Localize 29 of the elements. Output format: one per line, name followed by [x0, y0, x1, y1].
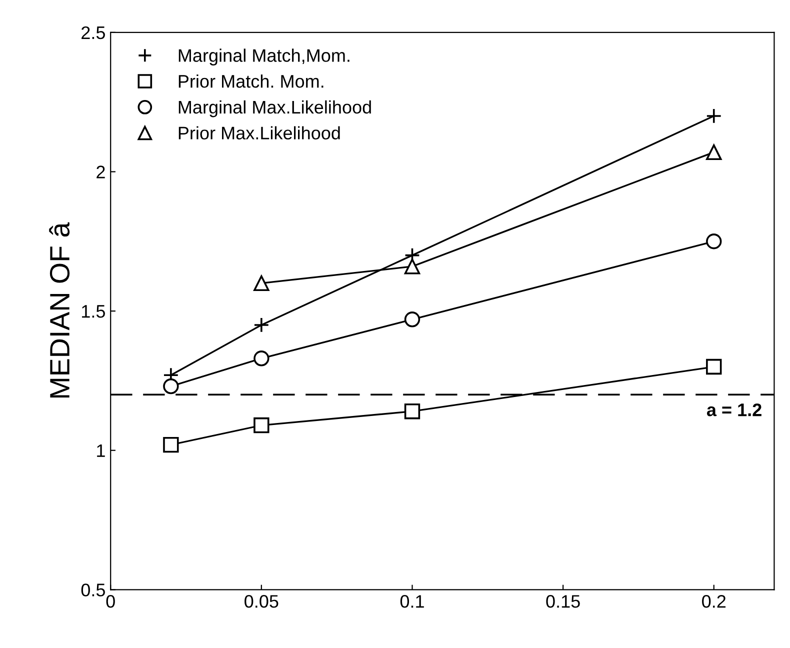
point: [404, 312, 420, 328]
x-tick-label: 0.2: [702, 595, 726, 608]
legend-label: Marginal Match,Mom.: [178, 48, 350, 66]
x-tick-label: 0.05: [244, 595, 278, 608]
point: [706, 108, 722, 124]
point: [163, 378, 179, 394]
y-tick-label: 1.5: [82, 305, 105, 318]
y-tick-label: 2.5: [82, 26, 105, 40]
point: [706, 144, 722, 160]
legend-label: Prior Max.Likelihood: [178, 126, 340, 140]
legend-label: Marginal Max.Likelihood: [178, 100, 371, 118]
y-axis-title: MEDIAN OF â: [49, 222, 70, 398]
point: [254, 350, 270, 366]
point: [706, 358, 722, 375]
point: [163, 436, 179, 453]
y-tick-label: 2: [96, 166, 105, 178]
point: [254, 417, 270, 434]
ref-line-label: a = 1.2: [706, 403, 762, 416]
point: [404, 258, 420, 274]
y-tick-label: 0.5: [81, 584, 105, 596]
legend-label: Prior Match. Mom.: [178, 74, 324, 88]
y-tick-label: 1: [97, 444, 105, 457]
x-tick-label: 0.15: [546, 595, 580, 608]
point: [254, 275, 270, 292]
point: [706, 234, 722, 250]
point: [404, 404, 420, 420]
point: [254, 317, 270, 333]
x-tick-label: 0.1: [400, 595, 424, 608]
x-tick-label: 0: [106, 595, 115, 608]
